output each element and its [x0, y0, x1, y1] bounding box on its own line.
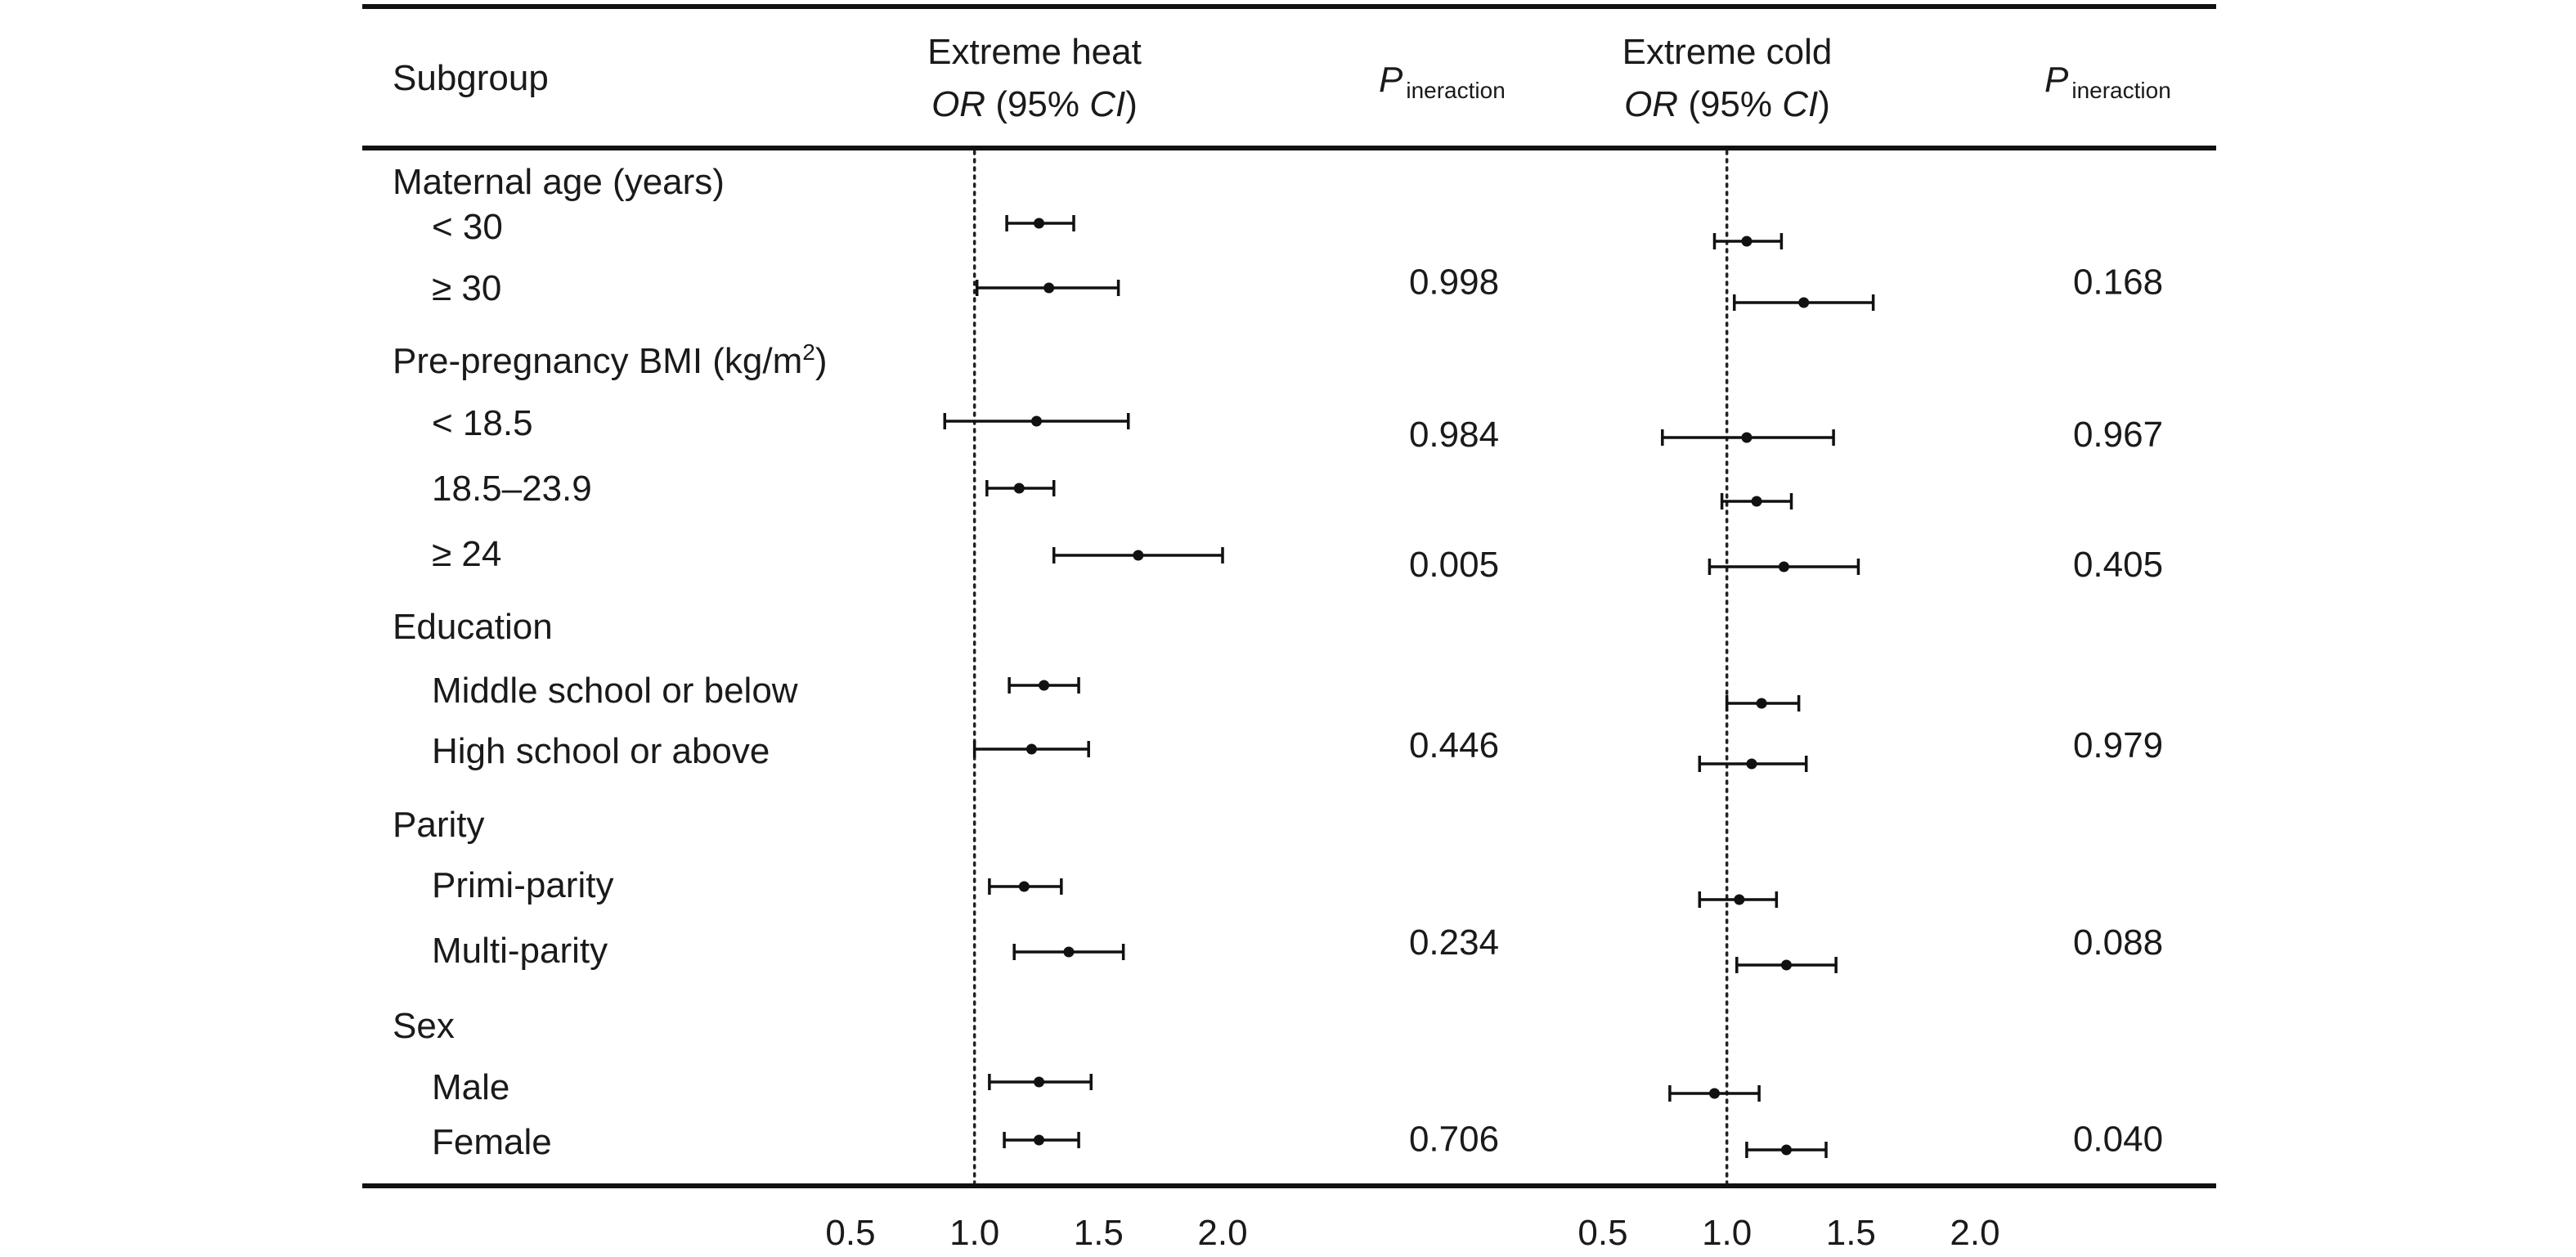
subgroup-header: Subgroup [393, 58, 549, 98]
heat-p-value: 0.005 [1409, 545, 1499, 585]
subgroup-label: Primi-parity [432, 865, 613, 905]
cold-x-tick-label: 1.0 [1702, 1213, 1752, 1253]
cold-estimate-4-2 [1735, 957, 1838, 973]
group-label: Education [393, 607, 553, 647]
cold-estimate-4-1 [1698, 891, 1779, 908]
heat-estimate-1-1 [1005, 215, 1075, 231]
heat-estimate-5-2 [1003, 1132, 1080, 1148]
point-estimate [1741, 432, 1752, 443]
point-estimate [1043, 282, 1055, 294]
point-estimate [1063, 946, 1075, 958]
point-estimate [1031, 415, 1042, 427]
heat-p-value: 0.446 [1409, 725, 1499, 765]
subgroup-label: ≥ 30 [432, 268, 501, 308]
point-estimate [1798, 297, 1810, 308]
cold-estimate-5-2 [1745, 1142, 1828, 1158]
subgroup-label: ≥ 24 [432, 534, 501, 574]
heat-x-tick-label: 1.5 [1074, 1213, 1124, 1253]
heat-estimate-4-1 [988, 878, 1063, 895]
cold-estimate-2-3 [1708, 559, 1860, 575]
point-estimate [1034, 218, 1045, 229]
cold-p-value: 0.967 [2073, 415, 2163, 455]
cold-x-tick-label: 0.5 [1577, 1213, 1627, 1253]
subgroup-label: Middle school or below [432, 671, 798, 711]
cold-estimate-2-1 [1661, 429, 1835, 446]
point-estimate [1778, 561, 1789, 572]
heat-p-value: 0.706 [1409, 1120, 1499, 1160]
point-estimate [1013, 483, 1025, 494]
point-estimate [1018, 881, 1030, 892]
point-estimate [1751, 496, 1762, 507]
cold-p-value: 0.040 [2073, 1120, 2163, 1160]
cold-estimate-5-1 [1668, 1085, 1761, 1102]
point-estimate [1746, 758, 1757, 770]
heat-title: Extreme heat [927, 32, 1142, 72]
heat-p-value: 0.984 [1409, 415, 1499, 455]
point-estimate [1034, 1134, 1045, 1146]
cold-title: Extreme cold [1622, 32, 1833, 72]
heat-estimate-1-2 [975, 280, 1120, 296]
cold-estimate-1-2 [1733, 294, 1875, 311]
point-estimate [1780, 959, 1792, 971]
subgroup-label: < 18.5 [432, 403, 533, 443]
heat-estimate-4-2 [1012, 944, 1125, 960]
point-estimate [1741, 236, 1752, 247]
point-estimate [1756, 698, 1767, 709]
estimate-marks [943, 215, 1875, 1158]
cold-estimate-3-1 [1725, 695, 1801, 712]
reference-lines [972, 150, 1729, 1184]
group-label: Maternal age (years) [393, 162, 725, 202]
row-labels: Maternal age (years) < 30 ≥ 30 Pre-pregnanc… [393, 162, 828, 1162]
x-axis: 0.5 1.0 1.5 2.0 0.5 1.0 1.5 2.0 [825, 1213, 1999, 1253]
subgroup-label: < 30 [432, 207, 503, 247]
cold-p-value: 0.979 [2073, 725, 2163, 765]
point-estimate [1034, 1076, 1045, 1088]
point-estimate [1780, 1144, 1792, 1156]
cold-estimate-3-2 [1698, 756, 1808, 772]
group-label: Pre-pregnancy BMI (kg/m2) [393, 339, 828, 381]
cold-estimate-1-1 [1712, 233, 1784, 249]
group-label: Parity [393, 805, 484, 845]
heat-estimate-2-3 [1052, 547, 1224, 563]
cold-p-value: 0.168 [2073, 263, 2163, 303]
heat-estimate-3-1 [1008, 677, 1080, 694]
cold-x-tick-label: 1.5 [1826, 1213, 1876, 1253]
subgroup-label: High school or above [432, 731, 770, 771]
point-estimate [1734, 894, 1745, 905]
cold-p-value: 0.088 [2073, 923, 2163, 963]
cold-estimate-2-2 [1720, 493, 1793, 510]
point-estimate [1709, 1088, 1720, 1099]
group-label: Sex [393, 1006, 455, 1046]
subgroup-label: 18.5–23.9 [432, 469, 592, 509]
point-estimate [1025, 743, 1037, 755]
subgroup-label: Female [432, 1122, 552, 1162]
heat-estimate-2-1 [943, 413, 1130, 429]
heat-x-tick-label: 0.5 [825, 1213, 875, 1253]
heat-x-tick-label: 2.0 [1197, 1213, 1247, 1253]
heat-estimate-2-2 [985, 480, 1056, 496]
heat-measure-label: OR (95% CI) [931, 84, 1138, 124]
point-estimate [1133, 550, 1144, 561]
heat-p-value: 0.234 [1409, 923, 1499, 963]
point-estimate [1039, 680, 1050, 691]
subgroup-label: Male [432, 1067, 509, 1107]
p-values: 0.998 0.168 0.446 0.979 0.234 0.088 0.706 0.040… [1409, 263, 2163, 1160]
cold-measure-label: OR (95% CI) [1624, 84, 1830, 124]
heat-p-value: 0.998 [1409, 263, 1499, 303]
heat-estimate-3-2 [972, 741, 1090, 757]
cold-p-value: 0.405 [2073, 545, 2163, 585]
subgroup-label: Multi-parity [432, 931, 608, 971]
heat-estimate-5-1 [988, 1074, 1093, 1090]
cold-x-tick-label: 2.0 [1950, 1213, 1999, 1253]
heat-x-tick-label: 1.0 [949, 1213, 999, 1253]
